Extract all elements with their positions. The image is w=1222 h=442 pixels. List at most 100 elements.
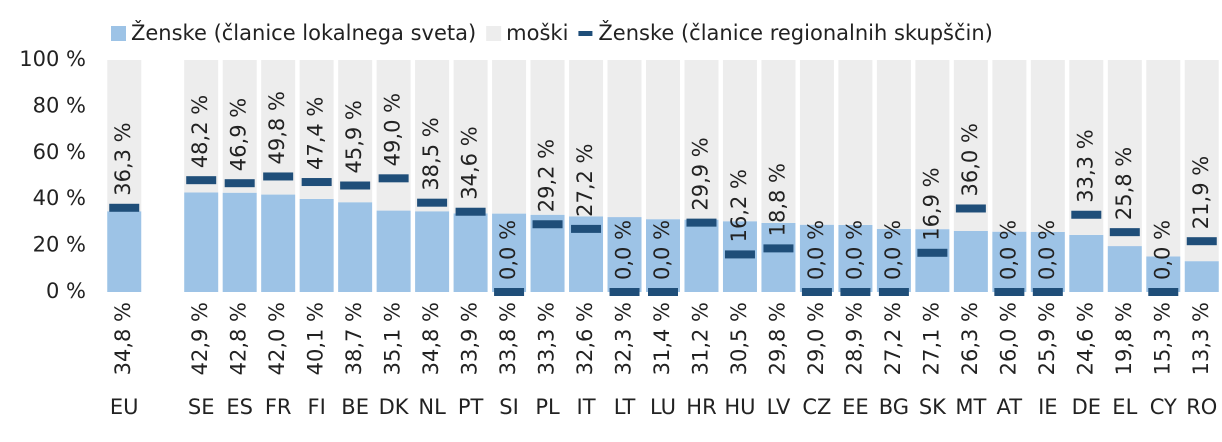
marker bbox=[340, 181, 371, 190]
bar bbox=[453, 60, 488, 214]
marker bbox=[955, 204, 986, 213]
bar-value-label: 29,8 % bbox=[765, 302, 789, 375]
x-tick-label: SE bbox=[188, 395, 215, 419]
bar bbox=[1107, 246, 1142, 292]
marker-value-label: 36,3 % bbox=[111, 122, 135, 195]
bar bbox=[299, 198, 334, 292]
bar-value-label: 34,8 % bbox=[111, 302, 135, 375]
marker-value-label: 16,2 % bbox=[727, 169, 751, 242]
x-tick-label: EL bbox=[1112, 395, 1137, 419]
bar-value-label: 42,9 % bbox=[188, 302, 212, 375]
bar bbox=[1030, 60, 1065, 232]
bar bbox=[1069, 60, 1104, 235]
bar-value-label: 13,3 % bbox=[1189, 302, 1213, 375]
marker-value-label: 46,9 % bbox=[227, 98, 251, 171]
bar-value-label: 35,1 % bbox=[381, 302, 405, 375]
bar bbox=[992, 60, 1027, 232]
bar-value-label: 28,9 % bbox=[842, 302, 866, 375]
x-tick-label: LT bbox=[614, 395, 636, 419]
marker bbox=[417, 198, 448, 207]
marker bbox=[1148, 288, 1179, 296]
bar bbox=[107, 60, 142, 212]
marker-value-label: 21,9 % bbox=[1189, 156, 1213, 229]
marker-value-label: 0,0 % bbox=[612, 220, 636, 280]
x-tick-label: SK bbox=[919, 395, 947, 419]
bar bbox=[222, 60, 257, 193]
bar bbox=[761, 60, 796, 223]
bar-value-label: 30,5 % bbox=[727, 302, 751, 375]
bar-value-label: 42,8 % bbox=[227, 302, 251, 375]
x-tick-label: SI bbox=[499, 395, 519, 419]
x-tick-label: EE bbox=[842, 395, 869, 419]
bar bbox=[261, 60, 296, 195]
marker-value-label: 36,0 % bbox=[958, 123, 982, 196]
marker-value-label: 45,9 % bbox=[342, 100, 366, 173]
legend-swatch bbox=[111, 26, 126, 41]
marker bbox=[1071, 210, 1102, 219]
bar bbox=[684, 60, 719, 220]
bar bbox=[876, 228, 911, 292]
x-tick-label: FI bbox=[308, 395, 326, 419]
bar bbox=[915, 229, 950, 292]
bar bbox=[838, 224, 873, 292]
marker bbox=[263, 172, 294, 181]
y-tick-label: 20 % bbox=[33, 233, 86, 257]
legend-label: moški bbox=[506, 21, 568, 45]
bar bbox=[1184, 261, 1219, 292]
marker-value-label: 0,0 % bbox=[881, 220, 905, 280]
legend-label: Ženske (članice lokalnega sveta) bbox=[131, 20, 476, 45]
x-tick-label: LU bbox=[650, 395, 676, 419]
marker-value-label: 0,0 % bbox=[996, 220, 1020, 280]
y-tick-label: 0 % bbox=[46, 279, 86, 303]
bar bbox=[338, 202, 373, 292]
bar-value-label: 33,9 % bbox=[458, 302, 482, 375]
marker bbox=[609, 288, 640, 296]
bar-value-label: 33,8 % bbox=[496, 302, 520, 375]
x-tick-label: BE bbox=[341, 395, 369, 419]
x-tick-label: MT bbox=[955, 395, 986, 419]
marker-value-label: 29,2 % bbox=[535, 139, 559, 212]
bar bbox=[261, 194, 296, 292]
bar-value-label: 32,6 % bbox=[573, 302, 597, 375]
bar bbox=[569, 60, 604, 217]
marker bbox=[1186, 237, 1217, 246]
bar-value-label: 15,3 % bbox=[1150, 302, 1174, 375]
bar-value-label: 27,1 % bbox=[919, 302, 943, 375]
bar-value-label: 19,8 % bbox=[1112, 302, 1136, 375]
marker bbox=[109, 203, 140, 212]
x-tick-label: BG bbox=[879, 395, 909, 419]
bar bbox=[953, 60, 988, 231]
marker bbox=[994, 288, 1025, 296]
marker bbox=[494, 288, 525, 296]
marker bbox=[571, 224, 602, 233]
marker bbox=[840, 288, 871, 296]
y-tick-label: 40 % bbox=[33, 186, 86, 210]
bar-value-label: 40,1 % bbox=[304, 302, 328, 375]
bar bbox=[761, 222, 796, 292]
bar bbox=[915, 60, 950, 230]
x-tick-label: FR bbox=[265, 395, 292, 419]
marker-value-label: 48,2 % bbox=[188, 95, 212, 168]
marker-value-label: 33,3 % bbox=[1073, 129, 1097, 202]
bar-value-label: 27,2 % bbox=[881, 302, 905, 375]
legend-swatch bbox=[578, 31, 593, 36]
bar bbox=[492, 213, 527, 292]
x-tick-label: RO bbox=[1186, 395, 1217, 419]
marker-value-label: 0,0 % bbox=[650, 220, 674, 280]
y-tick-label: 80 % bbox=[33, 93, 86, 117]
y-tick-label: 60 % bbox=[33, 140, 86, 164]
marker bbox=[648, 288, 678, 296]
bar bbox=[1030, 231, 1065, 292]
bar bbox=[799, 60, 834, 225]
marker-value-label: 0,0 % bbox=[1150, 220, 1174, 280]
marker-value-label: 47,4 % bbox=[304, 97, 328, 170]
bar bbox=[530, 60, 565, 215]
x-tick-label: IE bbox=[1038, 395, 1057, 419]
bar bbox=[722, 60, 757, 222]
bar bbox=[1184, 60, 1219, 262]
marker-value-label: 27,2 % bbox=[573, 144, 597, 217]
bar-value-label: 34,8 % bbox=[419, 302, 443, 375]
marker bbox=[1109, 228, 1140, 237]
bar bbox=[992, 231, 1027, 292]
marker bbox=[532, 220, 563, 229]
